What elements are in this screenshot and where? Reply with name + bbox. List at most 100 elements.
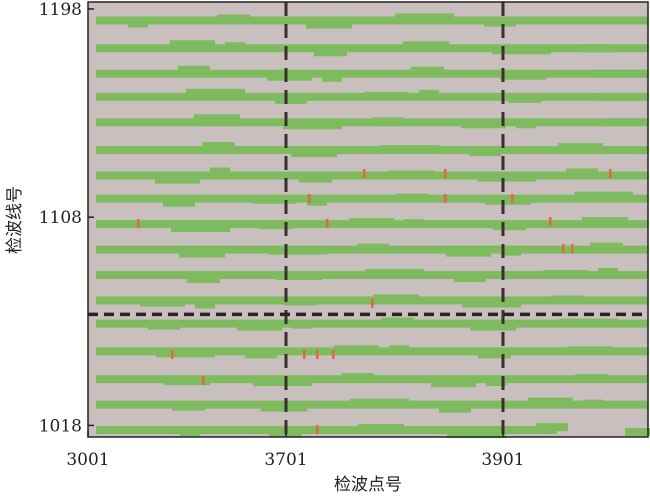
band-jog xyxy=(260,221,292,230)
band-jog xyxy=(156,349,215,358)
band-jog xyxy=(559,318,618,327)
band xyxy=(96,319,648,328)
band-jog xyxy=(395,13,454,22)
band-jog xyxy=(186,88,245,97)
band-jog xyxy=(589,69,648,78)
band-jog xyxy=(268,246,327,255)
marker xyxy=(202,376,205,385)
band-jog xyxy=(500,71,546,80)
band-jog xyxy=(439,404,471,413)
band-jog xyxy=(170,40,215,49)
y-tick-label: 1108 xyxy=(39,208,82,228)
band-jog xyxy=(322,73,342,82)
marker xyxy=(363,169,366,178)
band-jog xyxy=(470,322,516,331)
band-jog xyxy=(543,270,588,279)
receiver-line xyxy=(96,373,648,388)
band-jog xyxy=(365,269,424,278)
band-jog xyxy=(314,48,347,57)
band-jog xyxy=(508,94,541,103)
marker xyxy=(332,350,335,359)
receiver-line xyxy=(96,397,648,413)
receiver-line xyxy=(96,167,648,184)
band-jog xyxy=(396,193,429,202)
band-jog xyxy=(516,120,536,129)
band-jog xyxy=(477,173,536,182)
receiver-line xyxy=(96,217,648,233)
band-jog xyxy=(446,248,491,257)
band-jog xyxy=(484,18,516,27)
band-jog xyxy=(431,379,476,388)
band-jog xyxy=(574,191,633,200)
band-jog xyxy=(582,217,628,226)
band-jog xyxy=(342,373,374,382)
band-jog xyxy=(292,320,312,329)
band-jog xyxy=(625,428,650,437)
band-jog xyxy=(148,321,180,330)
band-jog xyxy=(179,249,225,258)
band-jog xyxy=(178,65,210,74)
receiver-line xyxy=(96,317,648,331)
marker xyxy=(562,244,565,253)
band-jog xyxy=(180,428,200,437)
marker xyxy=(316,350,319,359)
marker xyxy=(609,169,612,178)
x-tick-label: 3701 xyxy=(264,450,307,470)
y-axis-label: 检波线号 xyxy=(5,186,25,254)
band-jog xyxy=(261,403,307,412)
band-jog xyxy=(528,397,573,406)
band-jog xyxy=(187,275,220,284)
marker xyxy=(371,299,374,308)
receiver-line xyxy=(96,88,648,104)
marker xyxy=(326,219,329,228)
band-jog xyxy=(334,345,379,354)
band-jog xyxy=(536,423,568,432)
x-axis-label: 检波点号 xyxy=(334,475,402,495)
band-jog xyxy=(306,20,352,29)
band-jog xyxy=(598,268,618,277)
receiver-line xyxy=(96,114,648,130)
band-jog xyxy=(128,19,148,28)
band-jog xyxy=(581,44,613,53)
band xyxy=(96,426,557,435)
marker xyxy=(571,244,574,253)
receiver-line xyxy=(96,13,648,29)
marker xyxy=(171,350,174,359)
band-jog xyxy=(245,350,277,359)
plot-frame xyxy=(87,1,649,438)
band-jog xyxy=(454,274,486,283)
band-jog xyxy=(597,92,643,101)
band xyxy=(96,44,648,53)
marker xyxy=(137,219,140,228)
band-jog xyxy=(267,72,312,81)
band-jog xyxy=(171,224,230,233)
receiver-line xyxy=(96,65,648,82)
band-jog xyxy=(403,41,449,50)
marker xyxy=(308,194,311,203)
band-jog xyxy=(225,42,245,51)
marker xyxy=(303,350,306,359)
band-jog xyxy=(486,378,506,387)
band-jog xyxy=(299,174,332,183)
receiver-line xyxy=(96,40,648,57)
band-jog xyxy=(558,143,603,152)
band-jog xyxy=(194,114,240,123)
band-jog xyxy=(411,66,444,75)
band-jog xyxy=(461,120,506,129)
band-jog xyxy=(283,121,342,130)
receiver-line xyxy=(96,345,648,359)
x-tick-label: 3001 xyxy=(66,450,109,470)
receiver-line xyxy=(96,142,648,158)
band-jog xyxy=(573,16,618,25)
marker xyxy=(444,194,447,203)
band xyxy=(96,171,648,180)
band-jog xyxy=(364,91,409,100)
band-jog xyxy=(284,297,317,306)
band xyxy=(96,16,648,25)
band-jog xyxy=(307,197,327,206)
band-jog xyxy=(567,346,613,355)
band-jog xyxy=(358,424,404,433)
band-jog xyxy=(350,398,409,407)
